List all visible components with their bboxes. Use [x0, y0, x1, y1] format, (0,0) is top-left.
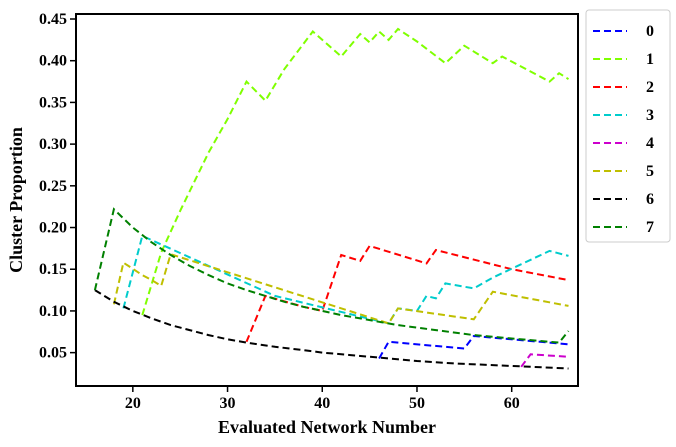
legend-frame	[585, 9, 671, 243]
series-line-4	[520, 353, 569, 368]
y-tick-label: 0.40	[39, 53, 67, 70]
plot-area-frame	[75, 13, 579, 387]
legend-label-4: 4	[646, 135, 654, 152]
y-tick-label: 0.15	[39, 261, 67, 278]
series-line-3	[122, 234, 569, 325]
y-tick-label: 0.45	[39, 11, 67, 28]
legend-label-7: 7	[646, 219, 654, 236]
x-tick-label: 40	[314, 395, 330, 412]
y-axis-title: Cluster Proportion	[6, 127, 26, 273]
y-axis: 0.05 0.10 0.15 0.20 0.25 0.30 0.35 0.40 0.45	[39, 11, 76, 362]
series-line-1	[141, 27, 570, 316]
y-tick-label: 0.25	[39, 178, 67, 195]
legend: 0 1 2 3 4 5 6 7	[585, 9, 671, 243]
legend-label-1: 1	[646, 51, 654, 68]
series-line-0	[378, 334, 569, 359]
x-axis: 20 30 40 50 60	[125, 386, 520, 412]
series-line-2	[245, 244, 569, 343]
legend-label-2: 2	[646, 79, 654, 96]
y-tick-label: 0.05	[39, 345, 67, 362]
x-tick-label: 60	[504, 395, 520, 412]
legend-label-0: 0	[646, 23, 654, 40]
y-tick-label: 0.35	[39, 94, 67, 111]
y-tick-label: 0.10	[39, 303, 67, 320]
x-tick-label: 30	[220, 395, 236, 412]
x-tick-label: 20	[125, 395, 141, 412]
y-tick-label: 0.30	[39, 136, 67, 153]
series-layer	[93, 27, 570, 370]
legend-label-3: 3	[646, 107, 654, 124]
y-tick-label: 0.20	[39, 220, 67, 237]
x-tick-label: 50	[409, 395, 425, 412]
series-line-6	[94, 289, 569, 370]
legend-label-6: 6	[646, 191, 654, 208]
legend-label-5: 5	[646, 163, 654, 180]
x-axis-title: Evaluated Network Number	[218, 417, 436, 437]
series-line-5	[112, 252, 569, 325]
